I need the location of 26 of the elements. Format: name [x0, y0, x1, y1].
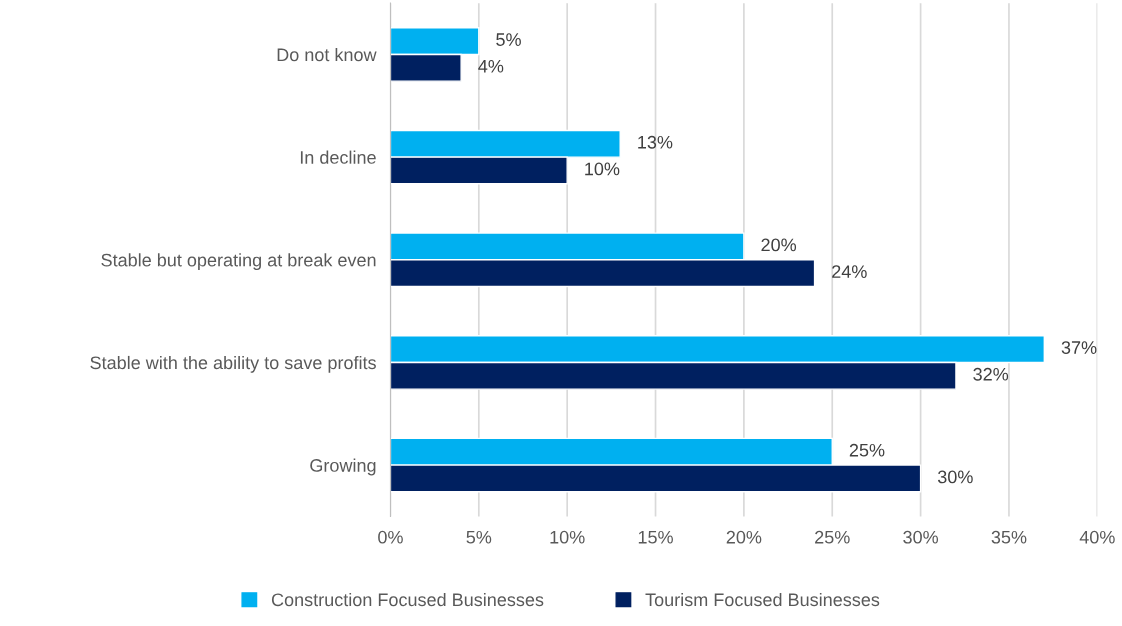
data-label: 20% — [761, 238, 797, 252]
data-label: 4% — [478, 59, 504, 73]
y-tick-label: In decline — [300, 150, 376, 164]
y-tick-label: Do not know — [277, 47, 377, 62]
x-tick-label: 25% — [815, 530, 850, 544]
x-tick-label: 5% — [466, 530, 492, 544]
data-label: 37% — [1061, 341, 1097, 354]
data-label: 25% — [849, 443, 885, 457]
y-tick-label: Stable but operating at break even — [101, 253, 376, 271]
x-tick-label: 30% — [903, 530, 939, 544]
x-tick-label: 0% — [378, 530, 403, 544]
legend-label: Tourism Focused Businesses — [645, 592, 880, 607]
y-tick-label: Growing — [310, 458, 376, 476]
x-tick-label: 40% — [1079, 530, 1115, 544]
y-tick-label: Stable with the ability to save profits — [90, 355, 376, 373]
data-label: 13% — [638, 135, 673, 149]
x-tick-label: 20% — [726, 530, 762, 544]
data-label: 30% — [937, 470, 973, 484]
x-tick-label: 15% — [638, 530, 673, 544]
x-tick-label: 10% — [550, 530, 585, 544]
legend-label: Construction Focused Businesses — [271, 592, 544, 607]
data-label: 5% — [496, 33, 521, 46]
x-tick-label: 35% — [991, 530, 1027, 544]
data-label: 10% — [585, 162, 620, 176]
data-label: 24% — [832, 265, 867, 278]
data-label: 32% — [973, 367, 1009, 381]
